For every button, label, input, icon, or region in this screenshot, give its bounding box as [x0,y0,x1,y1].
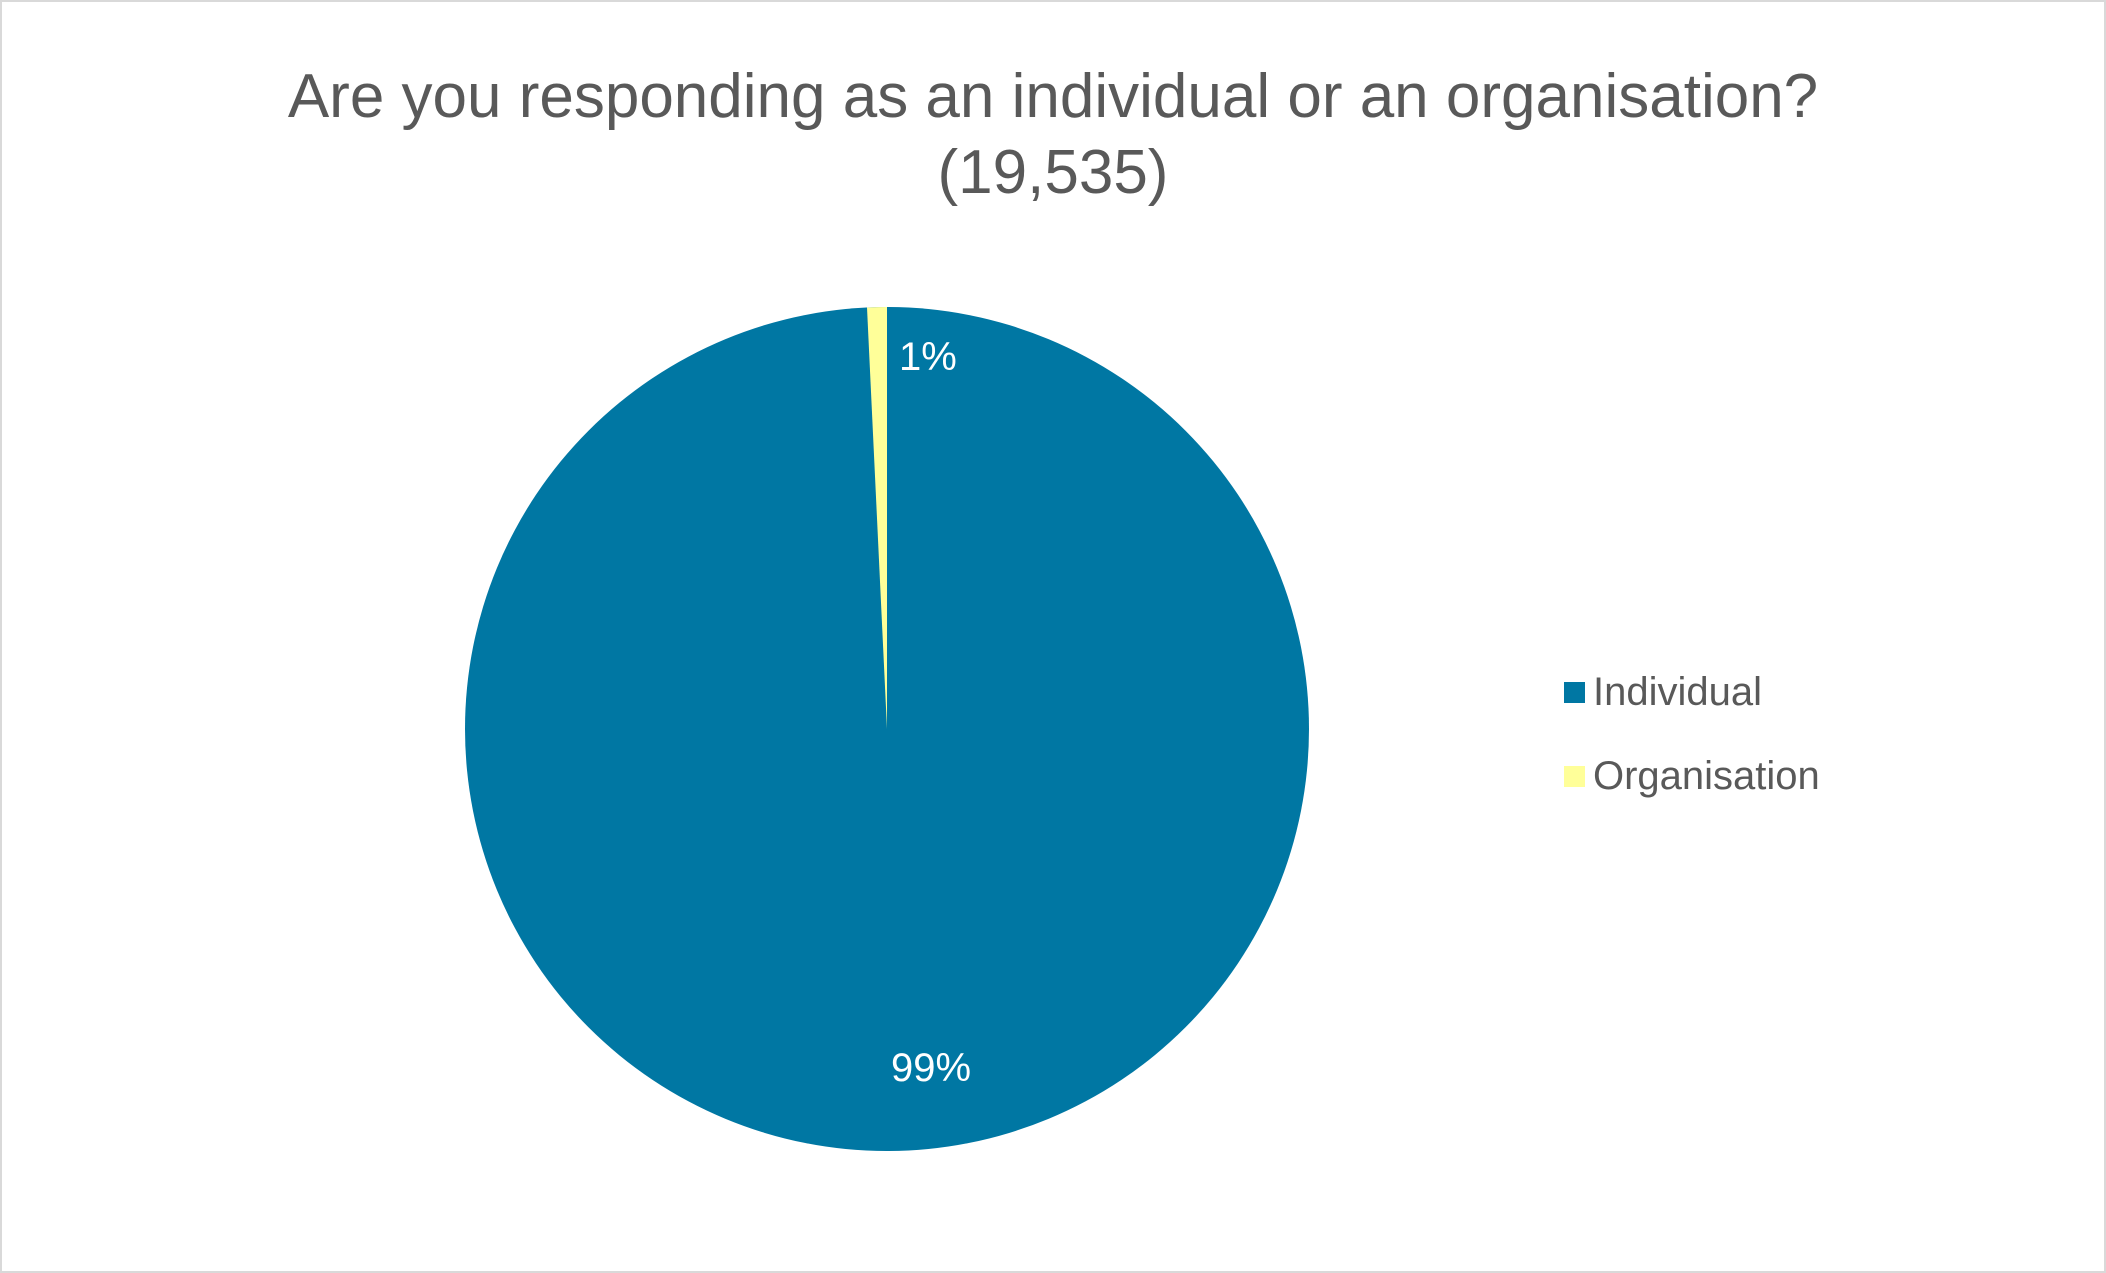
data-label-organisation: 1% [899,335,957,379]
chart-title: Are you responding as an individual or a… [287,62,1819,131]
legend-swatch-individual [1564,682,1585,703]
slice-organisation[interactable] [867,307,887,729]
data-label-individual: 99% [891,1046,972,1090]
legend-item-individual[interactable]: Individual [1564,670,1762,715]
legend-label: Individual [1593,670,1763,714]
pie-slices [465,307,1309,1151]
legend-swatch-organisation [1564,766,1585,787]
legend-item-organisation[interactable]: Organisation [1564,754,1820,799]
legend-label: Organisation [1593,754,1820,798]
chart-subtitle: (19,535) [937,138,1169,207]
